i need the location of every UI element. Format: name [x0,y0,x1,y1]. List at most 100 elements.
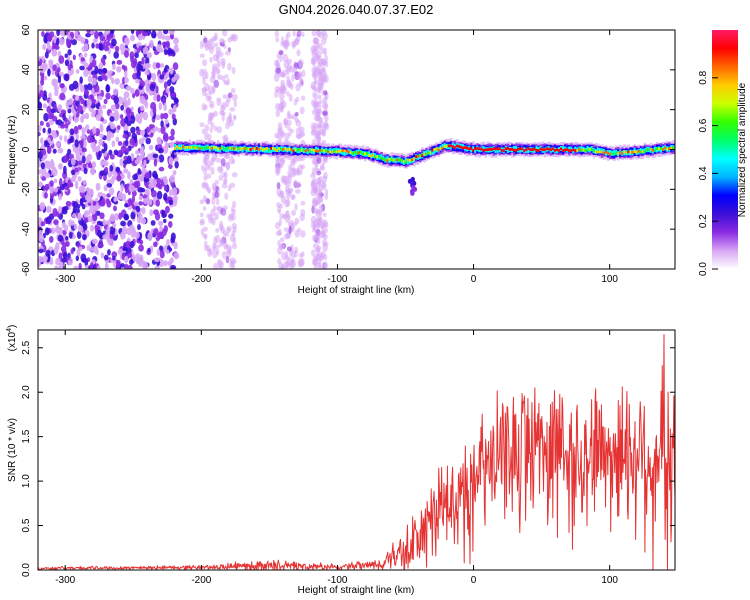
spectrogram-cell [173,252,180,260]
spectrogram-cell [412,157,416,161]
spectrogram-cell [586,148,590,152]
spectrogram-cell [190,146,194,150]
spectrogram-cell [53,51,58,56]
spectrogram-cell [119,114,124,120]
spectrogram-cell [224,50,231,56]
spectrogram-cell [119,158,125,167]
spectrogram-cell [132,173,138,181]
spectrogram-cell [111,175,115,183]
spectrogram-cell [459,145,463,149]
spectrogram-cell [223,74,229,79]
spectrogram-cell [515,148,518,152]
spectrogram-cell [275,230,282,236]
spectrogram-cell [474,147,477,153]
spectrogram-cell [476,147,479,150]
spectrogram-cell [672,146,675,150]
spectrogram-cell [288,164,293,172]
spectrogram-cell [482,145,486,151]
spectrogram-cell [294,148,298,152]
y-tick-label: -20 [21,182,32,197]
spectrogram-cell [114,78,120,85]
spectrogram-cell [110,104,117,112]
spectrogram-cell [105,41,111,47]
spectrogram-cell [247,147,251,151]
spectrogram-cell [96,229,102,238]
spectrogram-cell [199,220,205,226]
spectrogram-cell [149,245,154,254]
spectrogram-cell [49,180,54,187]
spectrogram-cell [153,158,158,167]
spectrogram-cell [608,152,612,156]
spectrogram-cell [125,107,131,116]
spectrogram-cell [329,150,332,154]
spectrogram-cell [291,171,297,177]
spectrogram-cell [586,145,590,151]
spectrogram-cell [657,147,661,151]
spectrogram-cell [124,255,129,264]
spectrogram-cell [86,128,91,134]
spectrogram-cell [54,45,60,51]
spectrogram-cell [134,89,140,97]
spectrogram-cell [109,213,116,222]
spectrogram-cell [138,195,143,201]
spectrogram-cell [208,146,212,149]
spectrogram-cell [606,151,610,155]
spectrogram-cell [202,147,206,151]
spectrogram-cell [202,37,208,44]
spectrogram-cell [226,78,230,86]
spectrogram-cell [124,185,129,194]
spectrogram-cell [139,30,145,34]
x-tick-label: 100 [601,575,618,586]
spectrogram-cell [343,150,347,156]
spectrogram-cell [221,211,227,216]
spectrogram-cell [504,147,508,151]
spectrogram-cell [649,147,653,151]
y-tick-label: -60 [21,261,32,276]
spectrogram-cell [142,46,149,55]
spectrogram-cell [73,223,78,230]
spectrogram-cell [111,77,115,85]
spectrogram-cell [86,98,92,107]
spectrogram-cell [406,158,410,162]
spectrogram-cell [533,147,537,151]
spectrogram-cell [466,146,469,150]
spectrogram-cell [109,226,116,235]
spectrogram-cell [500,149,504,152]
spectrogram-cell [655,147,659,151]
spectrogram-cell [527,147,530,153]
spectrogram-cell [323,149,326,153]
spectrogram-cell [80,37,86,44]
spectrogram-cell [50,129,57,138]
spectrogram-cell [92,126,97,135]
spectrogram-cell [529,148,533,152]
spectrogram-cell [84,62,89,68]
spectrogram-cell [57,162,63,170]
spectrogram-cell [480,147,484,151]
colorbar-tick-label: 0.8 [698,70,709,84]
spectrogram-cell [276,146,279,152]
spectrogram-cell [168,199,174,206]
spectrogram-cell [84,258,89,267]
spectrogram-cell [65,127,69,133]
spectrogram-cell [419,153,422,157]
spectrogram-cell [153,228,159,236]
spectrogram-cell [75,155,82,161]
spectrogram-cell [87,153,93,161]
spectrogram-cell [322,125,327,131]
spectrogram-cell [137,174,142,182]
spectrogram-cell [283,233,290,240]
spectrogram-cell [137,224,141,231]
spectrogram-cell [219,146,222,150]
spectrogram-cell [324,61,329,68]
spectrogram-cell [188,146,192,149]
spectrogram-cell [282,148,285,151]
spectrogram-cell [228,112,232,120]
spectrogram-cell [316,217,321,224]
spectrogram-cell [295,119,302,127]
spectrogram-cell [156,248,161,256]
spectrogram-cell [67,49,72,56]
spectrogram-cell [318,94,322,100]
spectrogram-cell [86,135,93,144]
spectrogram-cell [102,218,106,226]
spectrogram-cell [355,151,359,155]
